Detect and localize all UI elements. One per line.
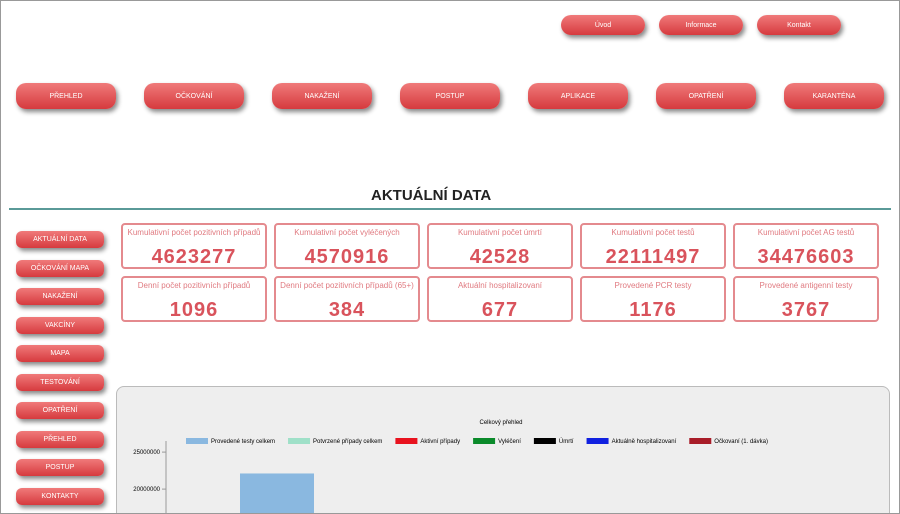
card-value: 384: [328, 299, 366, 321]
card-value: 42528: [469, 246, 531, 268]
legend-swatch: [186, 438, 208, 444]
card-value: 4570916: [304, 246, 390, 268]
side-button[interactable]: MAPA: [16, 345, 104, 362]
legend-label: Úmrtí: [559, 438, 574, 445]
nav-button[interactable]: OČKOVÁNÍ: [144, 83, 244, 109]
card-value: 34476603: [757, 246, 855, 268]
side-button[interactable]: OČKOVÁNÍ MAPA: [16, 259, 104, 277]
stat-card: Provedené PCR testy 1176: [580, 276, 726, 322]
card-value: 22111497: [605, 246, 701, 268]
y-tick-label: 25000000: [133, 450, 160, 456]
side-button[interactable]: OPATŘENÍ: [16, 402, 104, 419]
card-value: 677: [481, 299, 519, 321]
y-tick-label: 20000000: [133, 487, 160, 493]
legend-label: Provedené testy celkem: [211, 439, 275, 445]
card-label: Kumulativní počet úmrtí: [457, 228, 543, 237]
side-button[interactable]: TESTOVÁNÍ: [16, 373, 104, 391]
top-link[interactable]: Úvod: [561, 15, 645, 35]
legend-label: Aktuálně hospitalizovaní: [612, 439, 677, 445]
stat-card: Kumulativní počet testů 22111497: [580, 223, 726, 269]
legend-swatch: [533, 438, 556, 444]
side-button[interactable]: VAKCÍNY: [16, 316, 104, 334]
stat-card: Denní počet pozitivních případů 1096: [121, 276, 267, 322]
nav-button[interactable]: APLIKACE: [528, 83, 628, 109]
legend-swatch: [288, 438, 311, 444]
side-button[interactable]: PŘEHLED: [16, 430, 104, 448]
stat-card: Provedené antigenní testy 3767: [733, 276, 879, 322]
legend-label: Vyléčení: [498, 439, 521, 445]
side-button[interactable]: KONTAKTY: [16, 487, 104, 505]
top-link[interactable]: Kontakt: [757, 15, 841, 35]
card-label: Denní počet pozitivních případů: [137, 281, 251, 290]
card-value: 4623277: [151, 246, 237, 268]
card-label: Kumulativní počet vyléčených: [294, 228, 400, 237]
divider: [9, 208, 891, 210]
title: AKTUÁLNÍ DATA: [371, 187, 492, 204]
stat-card: Kumulativní počet pozitivních případů 462…: [121, 223, 267, 269]
stat-card: Kumulativní počet úmrtí 42528: [427, 223, 573, 269]
legend-label: Aktivní případy: [420, 439, 460, 445]
nav-button[interactable]: OPATŘENÍ: [656, 83, 756, 109]
legend-swatch: [586, 438, 609, 444]
card-value: 1096: [169, 299, 219, 321]
legend-swatch: [395, 438, 418, 444]
side-button[interactable]: POSTUP: [16, 459, 104, 476]
card-label: Denní počet pozitivních případů (65+): [280, 281, 414, 290]
nav-button[interactable]: PŘEHLED: [16, 83, 116, 109]
legend-swatch: [473, 438, 496, 444]
stat-card: Kumulativní počet vyléčených 4570916: [274, 223, 420, 269]
side-button[interactable]: AKTUÁLNÍ DATA: [16, 231, 104, 248]
card-label: Provedené antigenní testy: [759, 281, 853, 290]
card-label: Kumulativní počet AG testů: [757, 228, 855, 237]
card-label: Kumulativní počet testů: [611, 228, 695, 237]
side-button[interactable]: NAKAŽENÍ: [16, 288, 104, 305]
card-label: Aktuální hospitalizovaní: [457, 281, 543, 290]
top-link[interactable]: Informace: [659, 15, 743, 35]
card-label: Provedené PCR testy: [614, 281, 692, 290]
stat-card: Kumulativní počet AG testů 34476603: [733, 223, 879, 269]
stat-card: Aktuální hospitalizovaní 677: [427, 276, 573, 322]
nav-button[interactable]: POSTUP: [400, 83, 500, 109]
card-value: 3767: [781, 299, 831, 321]
legend-label: Očkovaní (1. dávka): [714, 439, 768, 445]
legend-label: Potvrzené případy celkem: [313, 439, 382, 445]
nav-button[interactable]: KARANTÉNA: [784, 83, 884, 109]
nav-button[interactable]: NAKAŽENÍ: [272, 83, 372, 109]
bar: [240, 473, 314, 513]
card-value: 1176: [629, 299, 677, 321]
chart-title: Celkový přehled: [479, 420, 522, 426]
card-label: Kumulativní počet pozitivních případů: [127, 228, 261, 237]
stat-card: Denní počet pozitivních případů (65+) 384: [274, 276, 420, 322]
legend-swatch: [689, 438, 712, 444]
chart-panel: [116, 386, 890, 513]
